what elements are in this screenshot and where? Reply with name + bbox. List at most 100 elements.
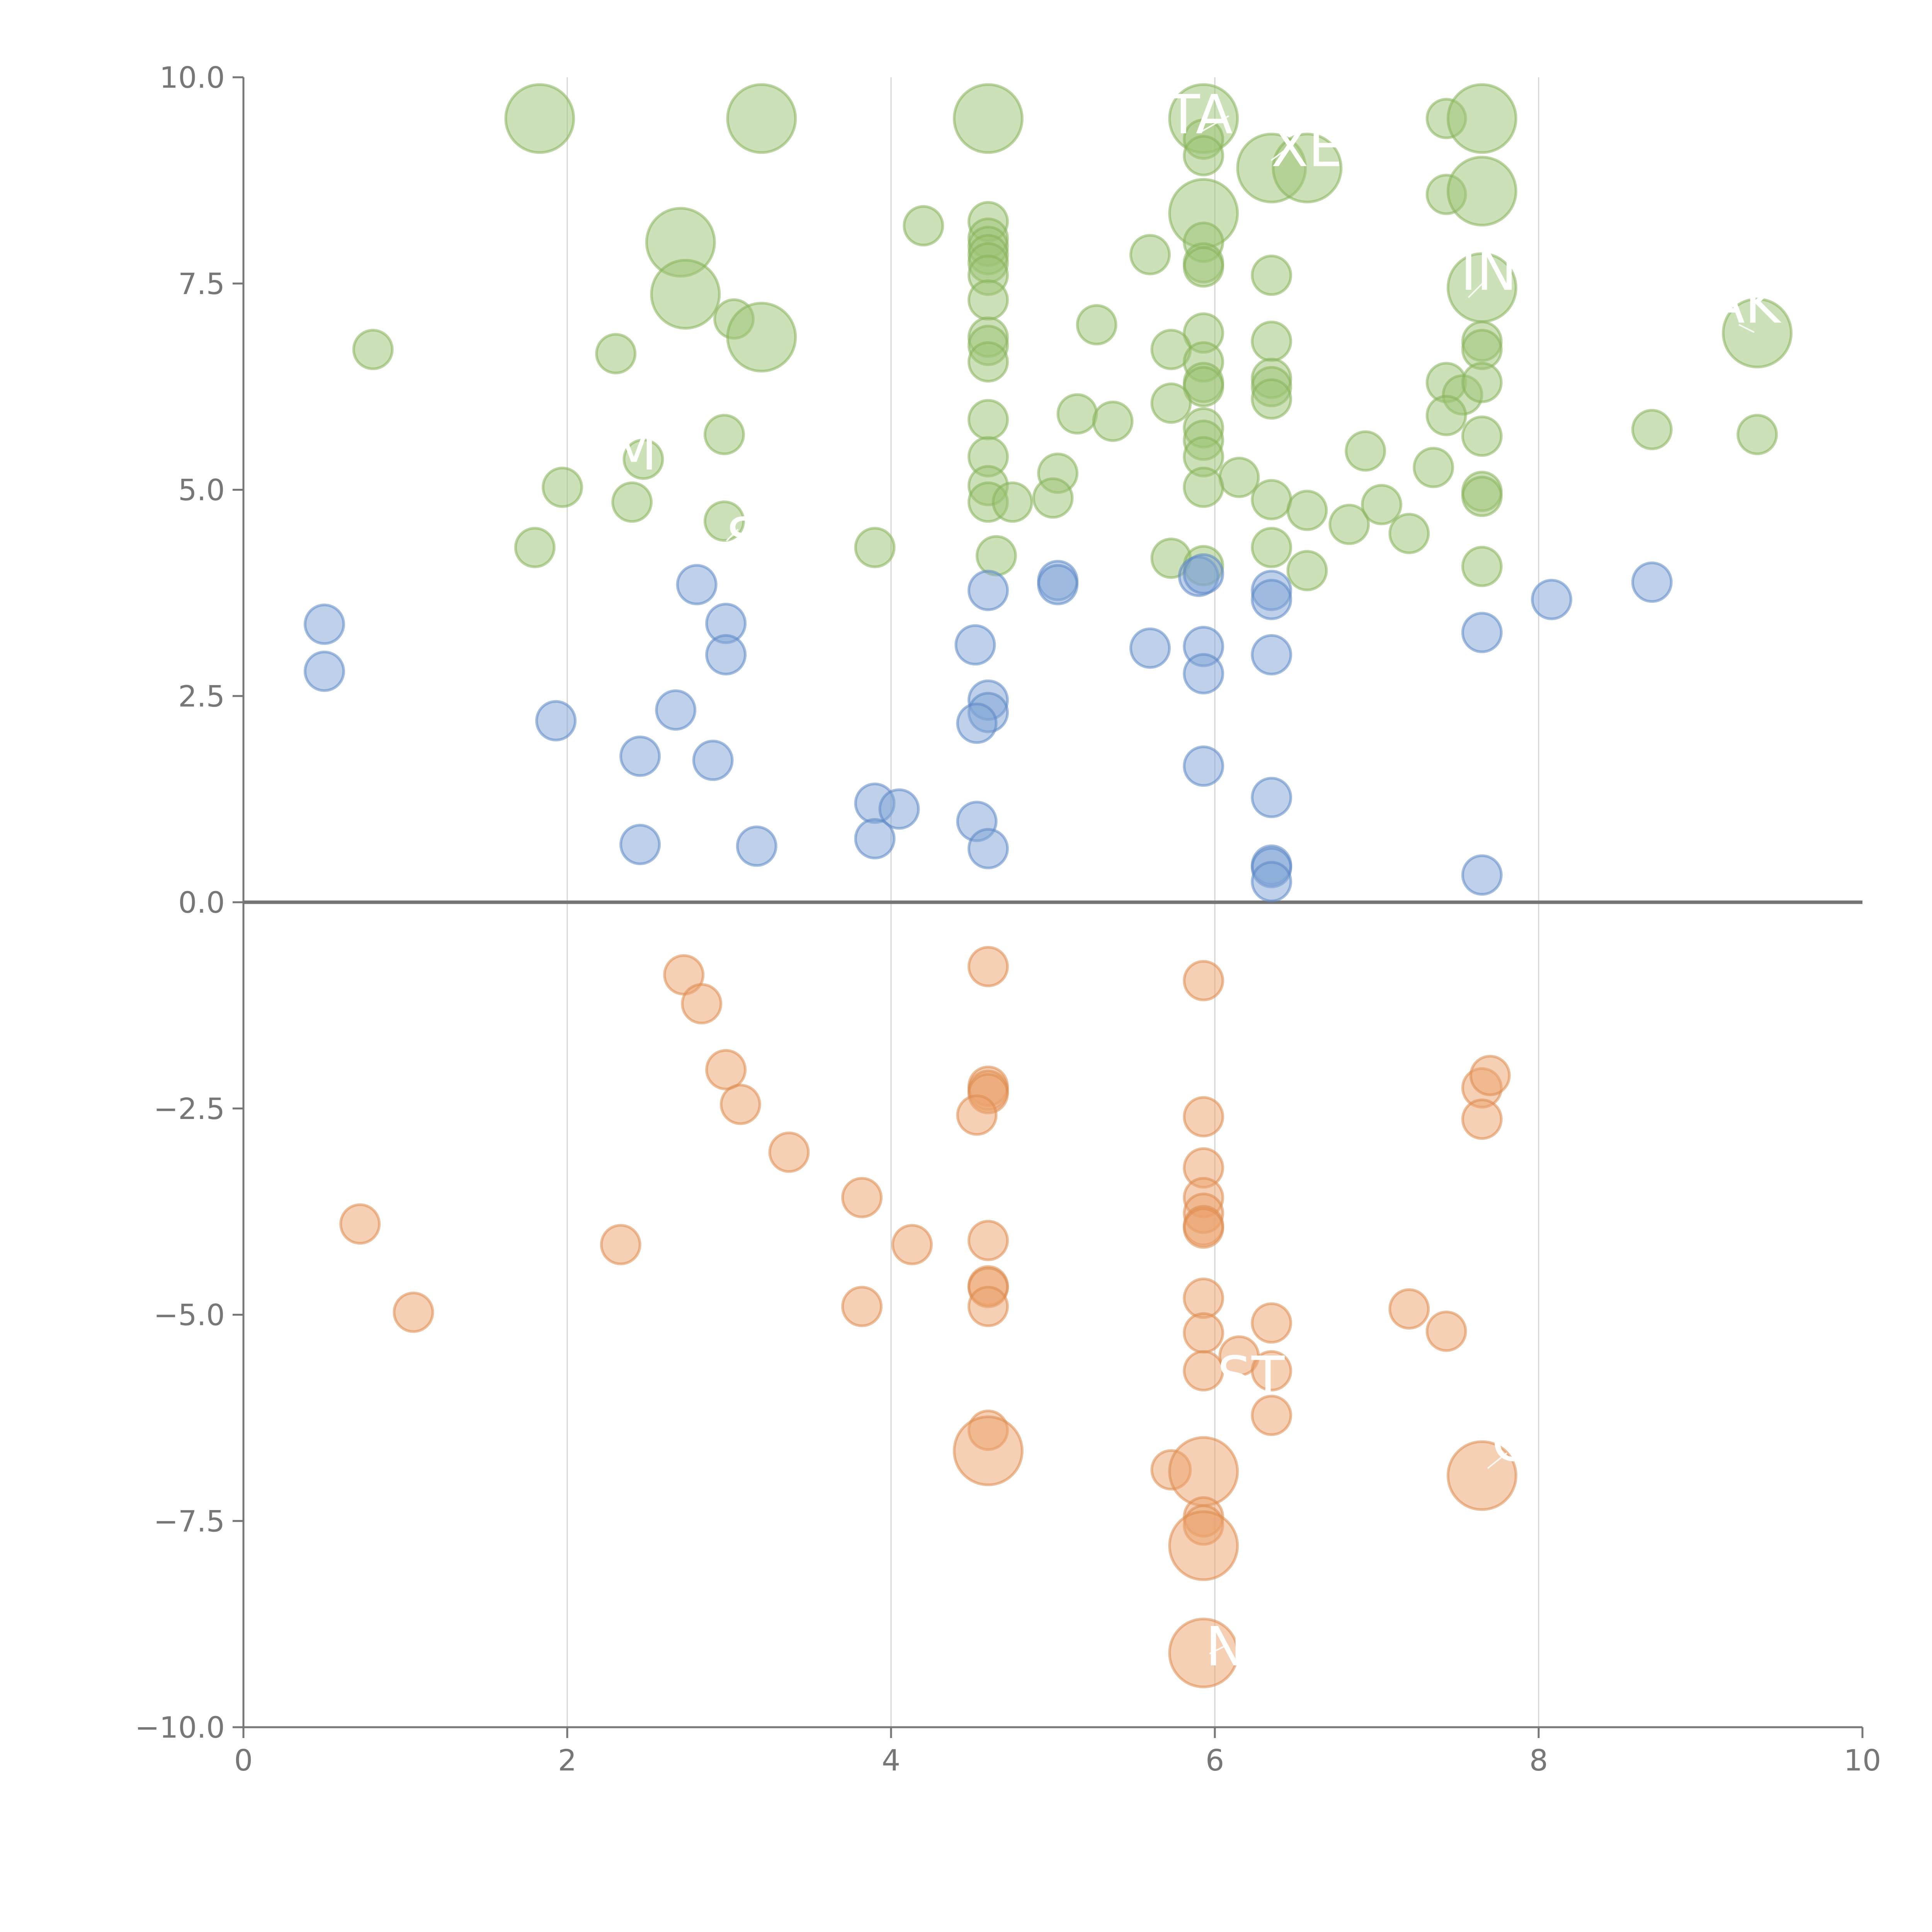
blue-series xyxy=(304,553,1673,903)
green-bubble xyxy=(703,413,745,455)
annotation-label: TA xyxy=(1167,83,1233,146)
green-bubble xyxy=(1183,246,1225,288)
blue-bubble xyxy=(956,702,998,744)
annotation-leader-line xyxy=(726,529,739,542)
blue-bubble xyxy=(1129,627,1171,669)
green-bubble xyxy=(1129,234,1171,276)
orange-bubble xyxy=(1183,960,1225,1002)
y-tick-label: −5.0 xyxy=(153,1298,225,1332)
bubble-series xyxy=(304,83,1793,1689)
blue-bubble xyxy=(967,828,1009,869)
x-tick-label: 2 xyxy=(558,1743,577,1777)
green-bubble xyxy=(611,481,653,523)
blue-bubble xyxy=(705,634,747,675)
green-bubble xyxy=(1345,430,1386,472)
blue-bubble xyxy=(619,824,661,866)
green-bubble xyxy=(726,83,797,154)
green-bubble xyxy=(967,399,1009,440)
green-bubble xyxy=(726,302,797,373)
green-bubble xyxy=(1413,447,1454,488)
green-bubble xyxy=(1032,477,1074,519)
y-tick-label: 2.5 xyxy=(178,679,225,713)
orange-bubble xyxy=(705,1049,747,1090)
orange-bubble xyxy=(1168,1510,1239,1581)
bubble-annotations: TA XE IN AK M P S N ST G xyxy=(610,83,1782,1679)
green-bubble xyxy=(967,341,1009,383)
blue-bubble xyxy=(1183,745,1225,787)
blue-bubble xyxy=(878,788,920,830)
annotation-label: P xyxy=(912,383,944,446)
green-bubble xyxy=(1461,546,1503,587)
annotation-leader-line xyxy=(1201,115,1229,132)
annotation-leader-line xyxy=(896,417,913,430)
blue-bubble xyxy=(854,818,896,860)
orange-bubble xyxy=(1388,1288,1430,1330)
orange-bubble xyxy=(768,1131,810,1173)
green-bubble xyxy=(1286,550,1328,592)
green-bubble xyxy=(1183,135,1225,177)
blue-bubble xyxy=(619,735,661,777)
x-tick-label: 0 xyxy=(234,1743,253,1777)
green-bubble xyxy=(1425,395,1467,436)
y-tick-label: −7.5 xyxy=(153,1504,225,1538)
orange-bubble xyxy=(681,983,723,1025)
green-bubble xyxy=(1056,393,1098,435)
blue-bubble xyxy=(1183,653,1225,695)
annotation-leader-line xyxy=(1738,324,1755,333)
green-bubble xyxy=(1461,362,1503,403)
green-bubble xyxy=(1092,400,1134,442)
green-bubble xyxy=(967,279,1009,321)
green-bubble xyxy=(514,527,556,568)
green-bubble xyxy=(1446,83,1517,154)
y-tick-label: 7.5 xyxy=(178,267,225,301)
orange-bubble xyxy=(1183,1277,1225,1319)
green-bubble xyxy=(504,83,575,154)
blue-bubble xyxy=(1461,854,1503,896)
green-bubble xyxy=(1361,484,1403,526)
orange-bubble xyxy=(393,1291,434,1333)
orange-bubble xyxy=(967,946,1009,988)
x-tick-label: 4 xyxy=(882,1743,900,1777)
blue-bubble xyxy=(1251,578,1293,620)
green-bubble xyxy=(1251,320,1293,362)
orange-bubble xyxy=(600,1224,641,1265)
green-bubble xyxy=(1631,409,1673,451)
annotation-label: M xyxy=(611,420,657,483)
green-bubble xyxy=(1218,456,1260,498)
blue-bubble xyxy=(1251,861,1293,903)
annotation-leader-line xyxy=(1270,148,1287,161)
green-bubble xyxy=(854,527,896,568)
blue-bubble xyxy=(1631,561,1673,603)
orange-bubble xyxy=(967,1286,1009,1327)
green-bubble xyxy=(992,481,1033,523)
green-bubble xyxy=(1461,415,1503,457)
annotation-label: N xyxy=(1206,1616,1246,1679)
orange-bubble xyxy=(841,1177,883,1218)
green-bubble xyxy=(595,333,637,374)
y-tick-label: 5.0 xyxy=(178,473,225,507)
annotation-label: IN xyxy=(1461,240,1517,303)
blue-bubble xyxy=(304,604,345,645)
y-tick-label: 0.0 xyxy=(178,885,225,920)
annotation-leader-line xyxy=(610,432,627,445)
orange-bubble xyxy=(1251,1350,1293,1392)
y-tick-label: −10.0 xyxy=(135,1710,225,1745)
green-bubble xyxy=(650,259,721,330)
orange-bubble xyxy=(841,1286,883,1327)
annotation-label: G xyxy=(1492,1411,1534,1474)
annotation-label: AK xyxy=(1708,273,1782,336)
blue-bubble xyxy=(967,570,1009,611)
blue-bubble xyxy=(1461,612,1503,653)
green-bubble xyxy=(1076,304,1117,345)
blue-bubble xyxy=(676,564,718,605)
orange-bubble xyxy=(719,1083,761,1125)
x-tick-label: 10 xyxy=(1844,1743,1881,1777)
green-bubble xyxy=(1251,527,1293,568)
green-bubble xyxy=(622,439,664,480)
blue-bubble xyxy=(954,624,996,666)
orange-bubble xyxy=(1461,1099,1503,1140)
y-tick-label: −2.5 xyxy=(153,1092,225,1126)
axes: 0 2 4 6 8 10 −10.0 −7.5 −5.0 −2.5 0.0 2.5 5.0 7.5 10.0 xyxy=(135,60,1881,1777)
orange-bubble xyxy=(1425,1310,1467,1352)
annotation-label: ST xyxy=(1217,1345,1285,1408)
